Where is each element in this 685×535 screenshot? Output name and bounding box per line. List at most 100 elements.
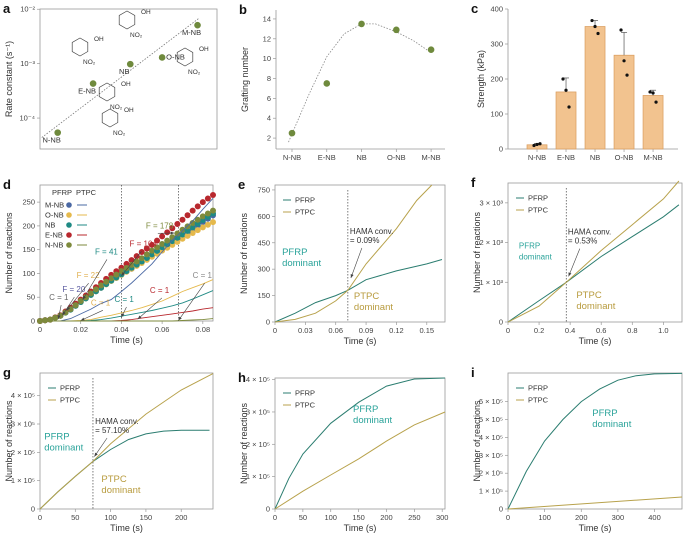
nitro-label: NO₂ — [113, 130, 126, 137]
pfrp-point-e-nb — [204, 195, 211, 202]
y-tick-label: 100 — [22, 269, 35, 278]
x-axis-title: Time (s) — [344, 336, 377, 346]
pfrp-point-e-nb — [143, 245, 150, 252]
pfrp-point-e-nb — [133, 253, 140, 260]
dominance-label: dominant — [519, 253, 553, 262]
pfrp-point-n-nb — [98, 282, 105, 289]
y-axis-title: Number of reactions — [472, 400, 482, 482]
replicate-point — [648, 90, 652, 94]
y-tick-label: 750 — [257, 185, 270, 194]
trend-line — [41, 17, 200, 138]
pfrp-point-n-nb — [42, 317, 49, 324]
y-tick-label: 3 × 10⁵ — [479, 451, 503, 460]
x-tick-label: 0 — [38, 325, 42, 334]
data-point — [54, 129, 61, 136]
category-label: E-NB — [318, 153, 336, 162]
panel-label: d — [3, 177, 11, 192]
arrowhead-icon — [62, 311, 66, 316]
panel-label: f — [471, 175, 476, 190]
y-tick-label: 200 — [490, 75, 503, 84]
replicate-point — [561, 77, 565, 81]
replicate-point — [532, 143, 536, 148]
pfrp-point-n-nb — [194, 216, 201, 223]
annotation-label: F = 22 — [77, 271, 100, 280]
panel-f: f 0 1 × 10³ 2 × 10³ 3 × 10³ 0 0.2 0.4 0.6 0.8 1.0 T… — [471, 175, 683, 346]
y-tick-label: 250 — [22, 198, 35, 207]
legend-label: PFRP — [60, 384, 80, 393]
y-axis-title: Grafting number — [240, 47, 250, 112]
hydroxyl-label: OH — [124, 107, 134, 114]
replicate-point — [654, 100, 658, 104]
dominance-label: dominant — [592, 419, 631, 430]
dominance-label: PFRP — [519, 242, 540, 251]
y-tick-label: 450 — [257, 238, 270, 247]
x-tick-label: 0.6 — [596, 326, 606, 335]
point-label: O-NB — [166, 52, 185, 61]
arrowhead-icon — [178, 316, 182, 321]
legend-label: PTPC — [60, 396, 81, 405]
x-tick-label: 0.04 — [114, 325, 129, 334]
y-tick-label: 300 — [490, 40, 503, 49]
annotation-label: C = 1 — [49, 293, 69, 302]
data-point — [194, 21, 201, 29]
y-tick-label: 1 × 10⁵ — [11, 476, 35, 485]
pfrp-point-n-nb — [174, 230, 181, 237]
bar — [555, 91, 577, 150]
annotation-label: C = 1 — [114, 295, 134, 304]
x-tick-label: 0.4 — [565, 326, 575, 335]
point-label: NB — [119, 67, 129, 76]
dominance-label: PTPC — [354, 291, 379, 302]
pfrp-point-nb — [184, 227, 191, 234]
y-tick-label: 3 × 10³ — [479, 198, 503, 207]
dominance-label: PTPC — [576, 290, 601, 301]
category-label: N-NB — [528, 153, 546, 162]
category-label: E-NB — [557, 153, 575, 162]
x-tick-label: 0.03 — [298, 326, 313, 335]
y-tick-label: 3 × 10⁵ — [246, 407, 270, 416]
pfrp-point-n-nb — [52, 314, 59, 321]
x-tick-label: 0 — [506, 513, 510, 522]
nitro-label: NO₂ — [83, 59, 96, 66]
data-point — [158, 54, 166, 61]
pfrp-point-n-nb — [87, 290, 94, 297]
x-tick-label: 0.06 — [328, 326, 343, 335]
arrowhead-icon — [121, 313, 125, 318]
category-label: NB — [356, 153, 366, 162]
dominance-label: PFRP — [353, 404, 378, 415]
y-tick-label: 10 — [263, 54, 271, 63]
x-tick-label: 0 — [273, 326, 277, 335]
pfrp-point-o-nb — [194, 227, 201, 234]
ptpc-line-m-nb — [40, 197, 214, 322]
pfrp-point-e-nb — [210, 191, 216, 198]
x-tick-label: 50 — [299, 513, 307, 522]
x-tick-label: 300 — [612, 513, 625, 522]
plot-frame — [507, 372, 683, 510]
annotation-arrow — [80, 310, 104, 321]
annotation-label: F = 104 — [130, 239, 158, 248]
legend-header-pfrp: PFRP — [52, 188, 72, 197]
pfrp-point-n-nb — [72, 302, 79, 309]
y-tick-label: 2 — [267, 134, 271, 143]
x-tick-label: 0.2 — [534, 326, 544, 335]
arrowhead-icon — [121, 271, 125, 276]
x-tick-label: 200 — [380, 513, 393, 522]
y-tick-label: 50 — [27, 293, 35, 302]
legend-label: N-NB — [45, 241, 63, 250]
pfrp-point-e-nb — [184, 212, 191, 219]
data-point — [288, 129, 296, 137]
arrowhead-icon — [57, 315, 61, 320]
y-tick-label: 1 × 10³ — [479, 278, 503, 287]
legend-marker — [66, 222, 72, 228]
x-axis-title: Time (s) — [344, 523, 377, 533]
dominance-label: dominant — [282, 258, 321, 269]
replicate-point — [651, 91, 655, 95]
annotation-label: C = 1 — [91, 298, 111, 307]
pfrp-point-o-nb — [179, 235, 186, 242]
replicate-point — [538, 142, 542, 146]
y-tick-label: 10⁻⁴ — [19, 114, 35, 123]
nitro-label: NO₂ — [188, 69, 201, 76]
x-tick-label: 150 — [140, 513, 153, 522]
replicate-point — [567, 105, 571, 109]
x-axis-title: Time (s) — [579, 336, 612, 346]
